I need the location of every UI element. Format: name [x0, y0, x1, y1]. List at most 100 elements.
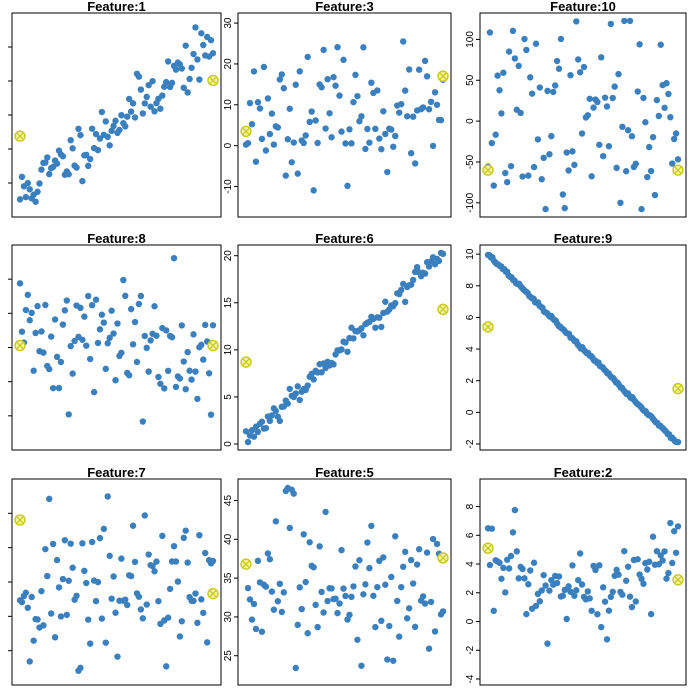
data-point [427, 98, 435, 106]
data-point [266, 417, 274, 425]
data-point [94, 339, 102, 347]
data-point [18, 598, 26, 606]
data-point [603, 636, 611, 643]
data-point [163, 663, 170, 670]
data-point [603, 103, 611, 110]
data-point [127, 572, 135, 580]
data-point [256, 105, 264, 112]
data-point [360, 44, 367, 51]
data-point [38, 587, 45, 595]
data-point [127, 108, 135, 115]
highlight-cross [484, 323, 492, 331]
data-point [413, 263, 421, 271]
highlight-cross [439, 554, 447, 562]
data-point [53, 353, 61, 361]
panel-frame [237, 12, 452, 218]
y-tick-label: 0 [223, 142, 234, 148]
data-point [102, 118, 109, 125]
data-point [494, 72, 501, 79]
data-point [300, 139, 307, 147]
data-point [521, 35, 528, 43]
data-point [401, 548, 409, 556]
data-point [509, 27, 517, 35]
data-point [200, 41, 207, 49]
data-point [642, 119, 649, 126]
data-point [534, 136, 542, 143]
data-point [104, 133, 111, 141]
data-point [266, 130, 274, 138]
data-point [108, 307, 115, 314]
data-point [498, 575, 505, 582]
data-point [278, 608, 286, 616]
data-point [615, 70, 622, 78]
data-point [542, 205, 549, 213]
data-point [131, 318, 139, 326]
data-point [431, 89, 439, 96]
data-point [340, 585, 347, 592]
data-point [94, 146, 102, 154]
data-point [51, 316, 59, 323]
data-point [300, 531, 307, 538]
data-point [170, 254, 178, 262]
data-point [112, 117, 119, 124]
data-point [139, 110, 147, 117]
data-point [129, 100, 137, 107]
data-point [250, 68, 258, 75]
panel: Feature:7 [8, 465, 222, 686]
data-point [274, 124, 282, 131]
data-point [85, 292, 92, 300]
data-point [304, 53, 311, 61]
data-point [188, 376, 195, 383]
data-point [18, 173, 26, 181]
data-point [378, 146, 385, 153]
data-point [92, 296, 100, 303]
data-point [605, 143, 613, 150]
data-point [429, 142, 437, 150]
data-point [100, 525, 108, 533]
data-point [578, 581, 586, 588]
data-point [638, 205, 645, 213]
panel: Feature:1 [8, 0, 222, 218]
y-tick-label: 25 [223, 650, 234, 662]
data-point [392, 132, 399, 140]
highlight-cross [439, 72, 447, 81]
panel-title: Feature:1 [87, 0, 146, 14]
data-point [439, 608, 447, 615]
data-point [49, 540, 57, 548]
data-point [344, 348, 351, 355]
data-point [599, 152, 607, 160]
data-point [530, 559, 538, 566]
data-point [69, 145, 76, 152]
data-point [63, 297, 70, 304]
data-point [151, 108, 158, 115]
data-point [182, 527, 189, 534]
data-point [628, 603, 636, 611]
data-point [112, 376, 119, 384]
data-point [382, 581, 389, 588]
data-point [370, 592, 377, 599]
data-point [358, 325, 365, 332]
data-point [655, 112, 663, 120]
data-point [67, 136, 74, 144]
data-point [272, 518, 280, 525]
data-point [503, 178, 511, 186]
y-tick-label: 35 [223, 572, 234, 584]
data-point [390, 143, 397, 150]
data-point [102, 365, 109, 373]
data-point [168, 334, 176, 341]
data-point [168, 79, 176, 87]
data-point [401, 87, 409, 94]
data-point [352, 563, 359, 570]
data-point [342, 592, 349, 600]
y-tick-label: 8 [465, 503, 476, 509]
data-point [186, 75, 193, 83]
panel: Feature:9 -2 0 2 4 6 8 10 [465, 231, 687, 451]
data-point [394, 597, 401, 605]
data-point [621, 17, 628, 25]
data-point [312, 601, 319, 609]
data-point [421, 270, 429, 277]
data-point [366, 139, 373, 146]
data-point [409, 113, 417, 120]
data-point [98, 108, 106, 116]
